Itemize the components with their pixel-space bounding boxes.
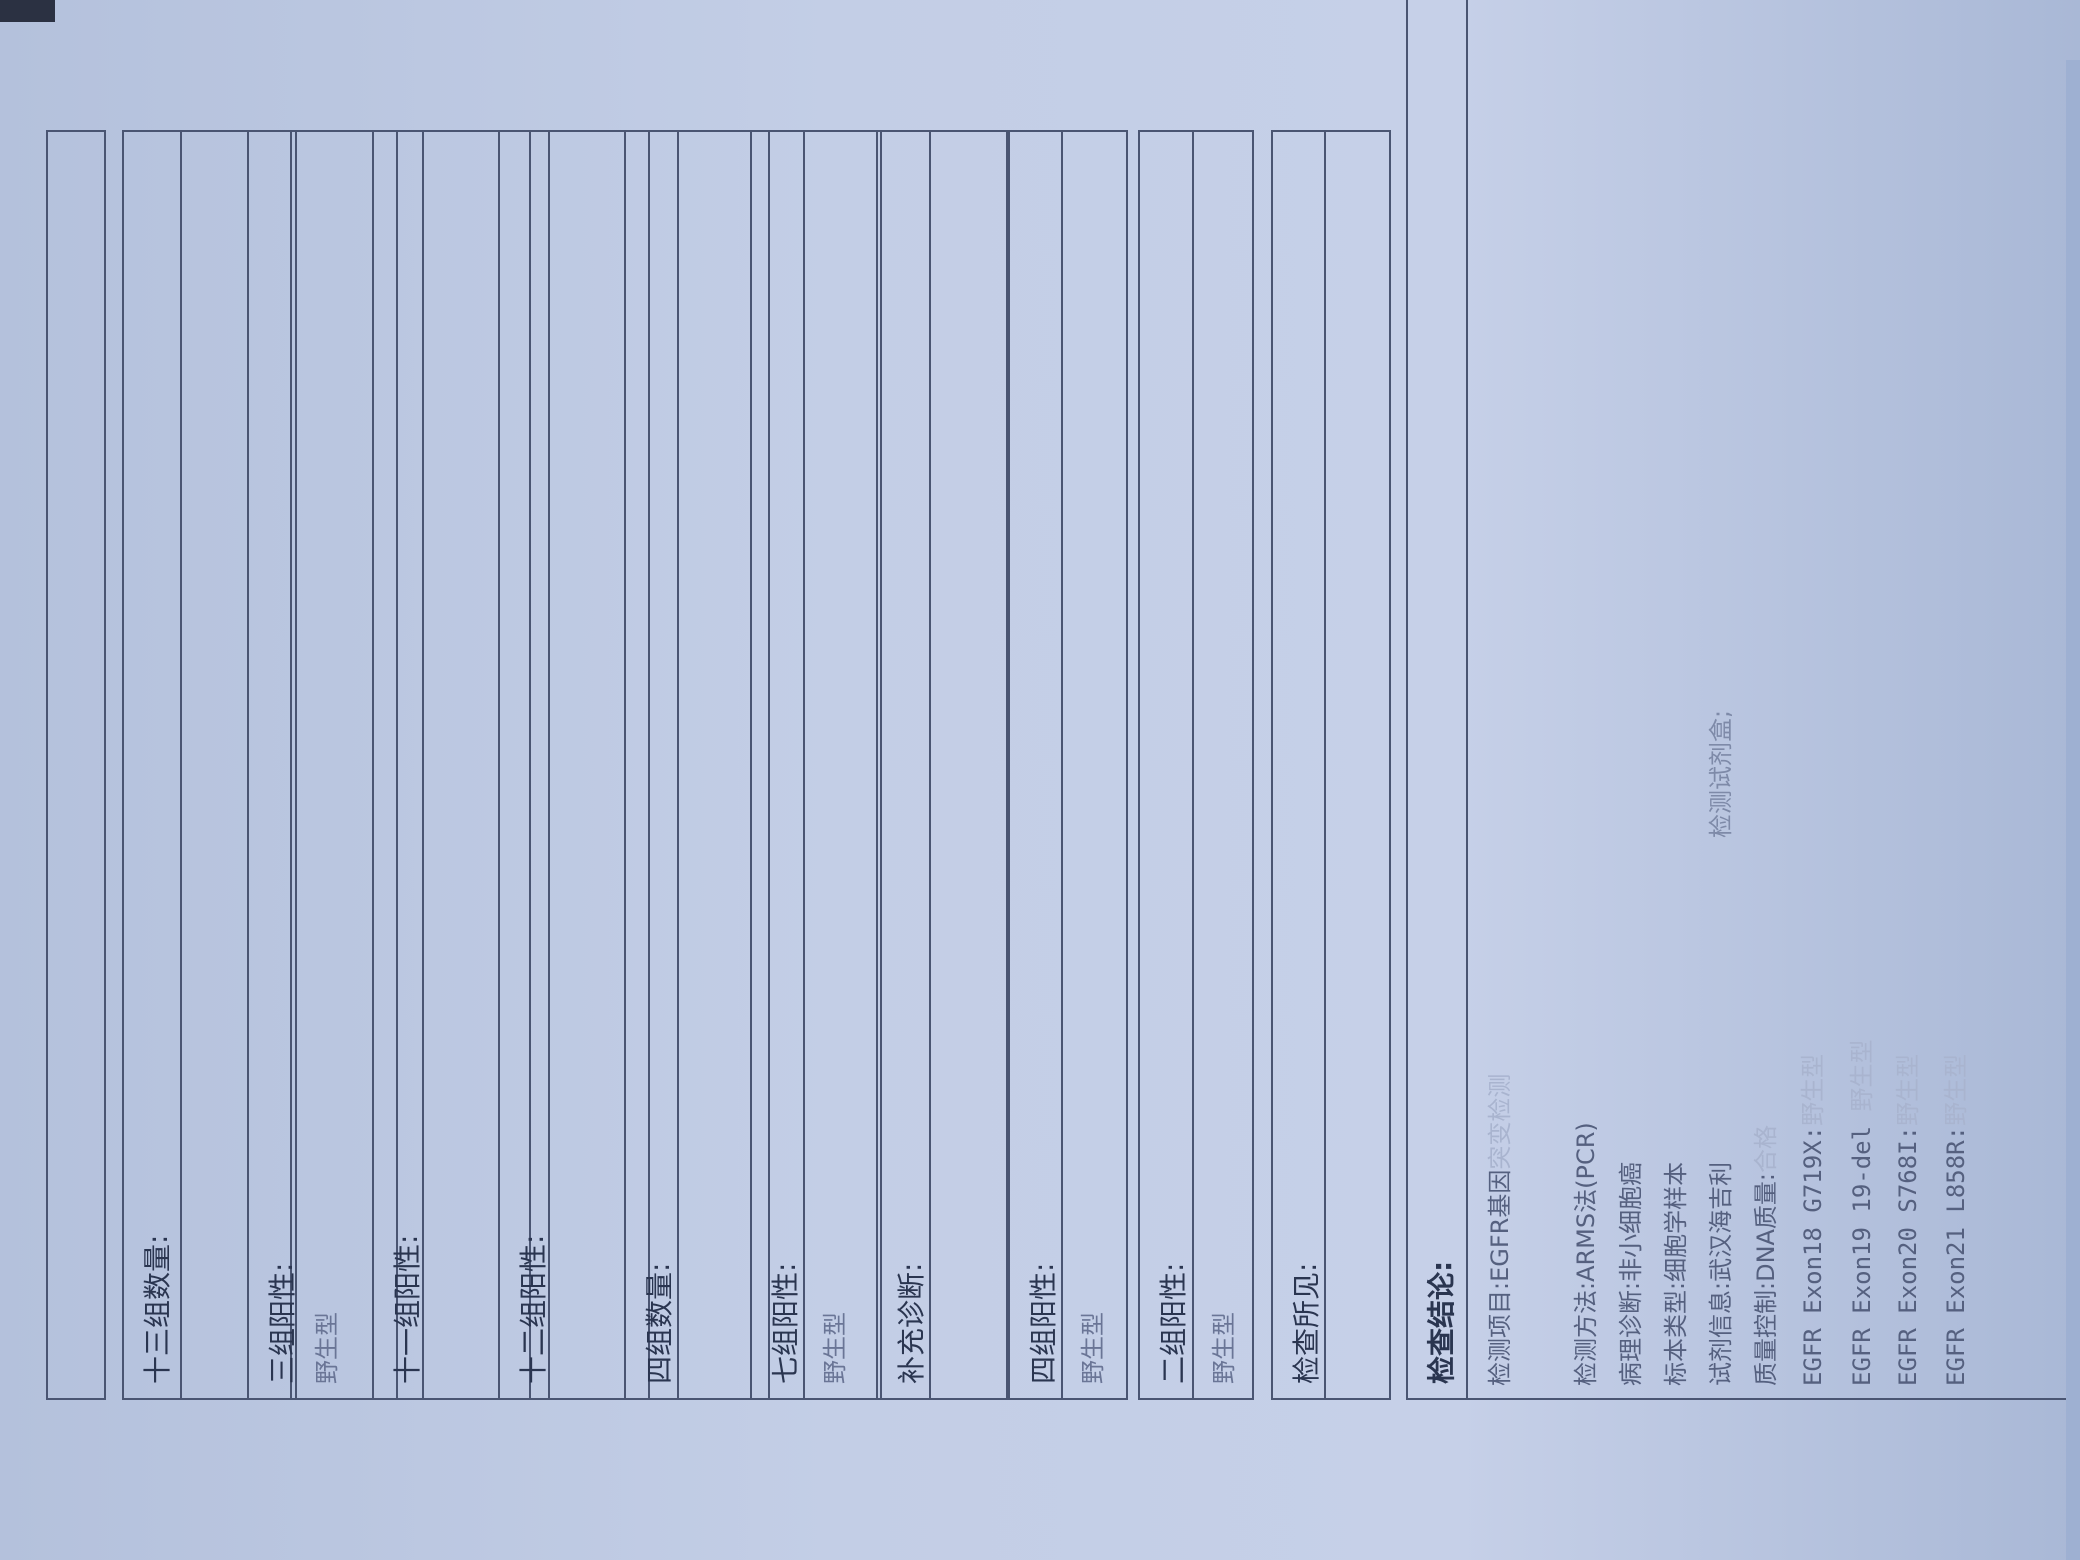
paper-edge [2066,60,2080,1560]
test-item-faded: 突变检测 [1486,1073,1514,1170]
section-group2-positive: 二组阳性: 野生型 [1138,130,1254,1400]
pathology-diagnosis: 病理诊断:非小细胞癌 [1617,1161,1645,1386]
quality-control-value: 合格 [1752,1124,1780,1173]
result-name: EGFR Exon18 G719X: [1799,1125,1827,1386]
section-value: 野生型 [313,1312,341,1384]
result-name: EGFR Exon21 L858R: [1942,1125,1970,1386]
section-value [424,132,444,1398]
specimen-type: 标本类型:细胞学样本 [1662,1161,1690,1386]
result-value: 野生型 [1942,1053,1970,1126]
section-value: 野生型 [821,1312,849,1384]
result-row: EGFR Exon19 19-del 野生型 [1842,1039,1877,1386]
quality-control: 质量控制:DNA质量:合格 [1746,1125,1781,1386]
result-value: 野生型 [1799,1053,1827,1126]
result-value: 野生型 [1848,1039,1876,1112]
test-item-text: 检测项目:EGFR基因 [1486,1169,1514,1386]
result-name: EGFR Exon19 19-del [1848,1125,1876,1386]
section-label: 十三组数量: [124,132,182,1398]
section-label: 四组数量: [626,132,679,1398]
section-findings: 检查所见: [1271,130,1391,1400]
section-conclusion: 检查结论: 检测项目:EGFR基因突变检测 检测方法:ARMS法(PCR) 病理… [1406,0,2066,1400]
result-value: 野生型 [1894,1053,1922,1126]
kit-label: 检测试剂盒; [1707,709,1735,838]
section-value: 野生型 [1079,1312,1107,1384]
section-group4-positive: 四组阳性: 野生型 [1008,130,1128,1400]
test-item: 检测项目:EGFR基因突变检测 [1480,1074,1515,1386]
section-value: 野生型 [1210,1312,1238,1384]
result-row: EGFR Exon21 L858R:野生型 [1936,1054,1971,1386]
section-group4-count: 四组数量: [624,130,770,1400]
result-row: EGFR Exon20 S768I:野生型 [1888,1054,1923,1386]
section-label: 十一组阳性: [374,132,424,1398]
section-value [679,132,699,1398]
section-label: 十二组阳性: [500,132,550,1398]
section-label: 补充诊断: [878,132,931,1398]
reagent-info: 试剂信息:武汉海吉利 [1707,1161,1735,1386]
section-label: 二组阳性: [1140,132,1194,1398]
quality-control-text: 质量控制:DNA质量: [1752,1172,1780,1386]
section-label: 检查所见: [1273,132,1326,1398]
section-value [550,132,570,1398]
dark-corner [0,0,55,22]
section-value [931,132,951,1398]
section-supplementary-diagnosis: 补充诊断: [876,130,1008,1400]
section-value [1326,132,1346,1398]
result-name: EGFR Exon20 S768I: [1894,1125,1922,1386]
section-label: 四组阳性: [1010,132,1063,1398]
section-label: 七组阳性: [752,132,805,1398]
section-partial [46,130,106,1400]
section-group7-positive: 七组阳性: 野生型 [750,130,882,1400]
conclusion-title: 检查结论: [1408,0,1468,1398]
section-value [182,132,202,1398]
result-row: EGFR Exon18 G719X:野生型 [1793,1054,1828,1386]
test-method: 检测方法:ARMS法(PCR) [1572,1122,1600,1386]
section-label: 三组阳性: [249,132,299,1398]
